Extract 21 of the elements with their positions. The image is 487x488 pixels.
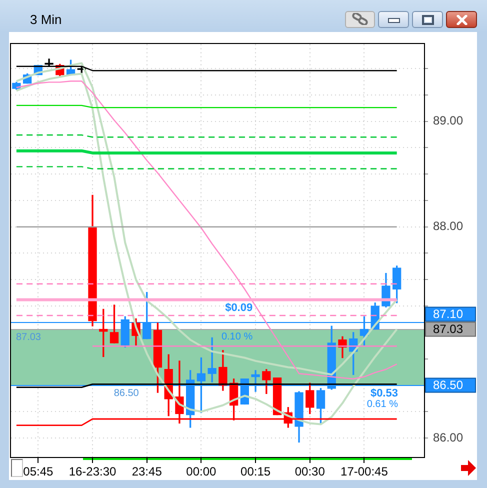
y-tick-label: 86.00 <box>433 430 464 444</box>
x-tick-label: 00:30 <box>294 464 326 479</box>
candlestick <box>208 337 216 382</box>
y-tick-label: 88.00 <box>433 219 464 234</box>
ref-line-label: 87.03 <box>433 322 464 336</box>
x-tick-label: 00:00 <box>186 464 217 479</box>
annotation: $0.09 <box>225 302 253 314</box>
chart-title: 3 Min <box>30 12 62 28</box>
x-tick-label: 23:45 <box>132 464 162 479</box>
annotation: 0.10 % <box>221 332 253 343</box>
ref-line-label: 87.10 <box>433 307 464 322</box>
x-tick-label: 17-00:45 <box>340 464 388 479</box>
x-tick-label: 05:45 <box>23 464 54 479</box>
annotation: $0.53 <box>370 388 398 400</box>
x-tick-label: 00:15 <box>240 464 271 479</box>
annotation: 86.50 <box>114 388 140 399</box>
ref-line-label: 86.50 <box>433 378 464 392</box>
x-tick-label: 16-23:30 <box>68 464 117 479</box>
annotation: 0.61 % <box>366 398 398 410</box>
annotation: 87.03 <box>16 332 42 344</box>
y-tick-label: 89.00 <box>433 114 464 128</box>
